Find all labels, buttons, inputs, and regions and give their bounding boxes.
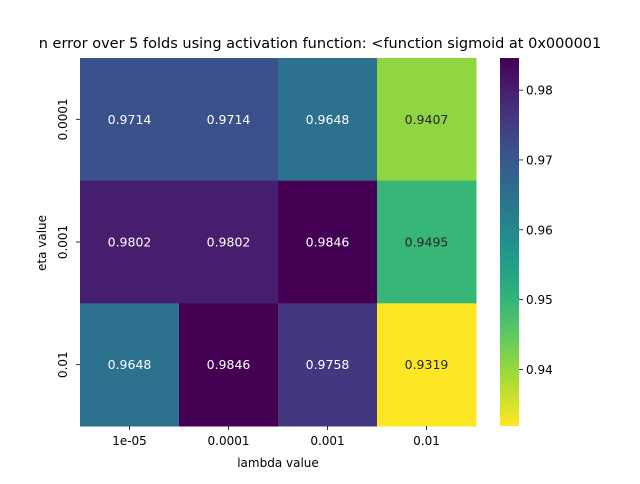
x-axis-label: lambda value (237, 456, 319, 470)
y-tick-label: 0.0001 (56, 98, 70, 140)
colorbar-ticks: 0.98 0.97 0.96 0.95 0.94 (519, 84, 553, 377)
heatmap-cell (278, 303, 378, 427)
colorbar-tick-label: 0.98 (526, 84, 553, 98)
chart-title: n error over 5 folds using activation fu… (39, 36, 602, 52)
heatmap-cell (278, 58, 378, 182)
heatmap-cell-labels: 0.9714 0.9714 0.9648 0.9407 0.9802 0.9802 0.98… (108, 112, 449, 372)
heatmap-cell (377, 58, 477, 182)
heatmap-cell (377, 180, 477, 304)
cell-value-label: 0.9758 (306, 357, 350, 372)
heatmap-cell (179, 303, 279, 427)
colorbar-tick-label: 0.96 (526, 223, 553, 237)
heatmap-cell (80, 303, 180, 427)
heatmap-cell (179, 180, 279, 304)
cell-value-label: 0.9407 (405, 112, 449, 127)
x-tick-label: 1e-05 (112, 434, 147, 448)
y-tick-label: 0.001 (56, 225, 70, 259)
cell-value-label: 0.9648 (306, 112, 350, 127)
colorbar-tick-label: 0.97 (526, 153, 553, 167)
cell-value-label: 0.9802 (207, 235, 251, 250)
cell-value-label: 0.9714 (207, 112, 251, 127)
heatmap-cell (80, 58, 180, 182)
y-tick-label: 0.01 (56, 351, 70, 378)
colorbar-tick-label: 0.95 (526, 293, 553, 307)
cell-value-label: 0.9495 (405, 235, 449, 250)
x-axis-ticks: 1e-05 0.0001 0.001 0.01 (112, 426, 440, 448)
cell-value-label: 0.9714 (108, 112, 152, 127)
colorbar-tick-label: 0.94 (526, 363, 553, 377)
heatmap-cells (80, 58, 477, 427)
cell-value-label: 0.9648 (108, 357, 152, 372)
x-tick-label: 0.01 (413, 434, 440, 448)
colorbar (500, 58, 519, 426)
cell-value-label: 0.9846 (207, 357, 251, 372)
x-tick-label: 0.0001 (208, 434, 250, 448)
y-axis-ticks: 0.0001 0.001 0.01 (56, 98, 80, 378)
x-tick-label: 0.001 (310, 434, 344, 448)
heatmap-cell (80, 180, 180, 304)
heatmap-cell (377, 303, 477, 427)
cell-value-label: 0.9802 (108, 235, 152, 250)
heatmap-cell (278, 180, 378, 304)
y-axis-label: eta value (35, 215, 49, 271)
cell-value-label: 0.9846 (306, 235, 350, 250)
cell-value-label: 0.9319 (405, 357, 449, 372)
heatmap-cell (179, 58, 279, 182)
